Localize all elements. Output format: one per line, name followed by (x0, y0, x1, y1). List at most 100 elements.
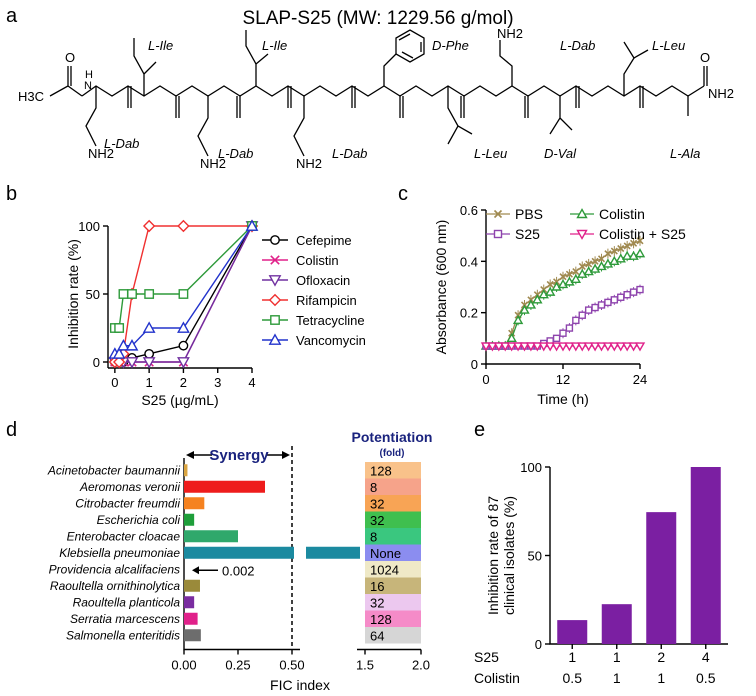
x-tick-label: 2 (180, 375, 187, 390)
data-point (177, 219, 190, 233)
x-tick-label: 1.5 (356, 658, 374, 673)
data-point (617, 244, 625, 253)
b-axes: 0 50 100 0 1 2 3 4 S25 (µg/mL) Inhibition rate (%… (65, 219, 256, 408)
structure-atom-labels: H3C O N H NH2 NH2 NH2 NH2 O NH2 (18, 26, 734, 171)
x-tick-label: 0 (111, 375, 118, 390)
panel-label-e: e (474, 419, 485, 441)
data-point (552, 334, 561, 343)
x-tick-label: 0 (482, 372, 489, 387)
legend-label: Ofloxacin (296, 273, 350, 288)
legend-label: Cefepime (296, 233, 352, 248)
series-line-tetracycline (114, 225, 253, 329)
potentiation-value: 64 (370, 628, 384, 643)
data-point (636, 285, 644, 294)
data-point (178, 289, 189, 299)
data-point (621, 250, 633, 260)
bar (184, 530, 238, 543)
bar (184, 497, 205, 510)
c-series (480, 235, 646, 352)
panel-label-a: a (6, 5, 18, 27)
d-axes: 0.00 0.25 0.50 1.5 2.0 FIC index Synergy Potent… (171, 429, 432, 693)
row-label: Colistin (474, 670, 520, 686)
data-point (245, 219, 259, 231)
residue-label: L-Leu (652, 38, 685, 53)
legend-label: S25 (515, 226, 540, 242)
category-label: Providencia alcalifaciens (49, 562, 180, 576)
data-point (634, 248, 646, 258)
x-tick-label: 24 (633, 372, 647, 387)
residue-label: L-Ile (262, 38, 287, 53)
data-point (572, 316, 580, 325)
legend-marker (268, 293, 282, 307)
data-point (144, 289, 155, 299)
legend-marker (493, 209, 503, 219)
data-point (493, 342, 505, 352)
data-point (596, 342, 607, 352)
potentiation-cell (365, 544, 421, 561)
nh2-label: NH2 (200, 156, 226, 171)
legend-label: Rifampicin (296, 293, 357, 308)
data-point (634, 342, 646, 352)
data-point (127, 289, 137, 299)
data-point (177, 357, 190, 369)
potentiation-cell (365, 627, 421, 644)
x-tick-label: 1 (146, 375, 153, 390)
c-axes: 0 0.2 0.4 0.6 0 12 24 Time (h) Absorbance (600 n… (433, 203, 647, 407)
y-tick-label: 0 (93, 355, 100, 370)
data-point (114, 323, 125, 333)
data-point (578, 311, 586, 319)
potentiation-value: 128 (370, 612, 392, 627)
data-point (628, 250, 639, 260)
data-point (636, 237, 644, 245)
e-axes: 0 50 100 Inhibition rate of 87 clinical isol… (474, 460, 728, 686)
data-point (559, 329, 567, 337)
residue-label: L-Ile (148, 38, 173, 53)
potentiation-value: None (370, 546, 401, 561)
bar (184, 612, 198, 625)
x-tick-label: 0.5 (696, 670, 716, 686)
data-point (125, 339, 139, 351)
bar (184, 579, 200, 592)
data-point (512, 314, 524, 325)
data-point (519, 342, 530, 352)
x-axis-label: FIC index (270, 677, 330, 693)
y-tick-label: 100 (520, 460, 542, 475)
data-point (584, 306, 593, 314)
data-point (623, 291, 631, 299)
potentiation-value: 128 (370, 463, 392, 478)
data-point (617, 293, 625, 301)
x-tick-label: 0.50 (279, 658, 304, 673)
legend-label: Colistin (599, 206, 645, 222)
data-point (570, 342, 582, 352)
legend-label: PBS (515, 206, 543, 222)
potentiation-cell (365, 528, 421, 545)
y-tick-label: 0.4 (460, 254, 478, 269)
category-label: Enterobacter cloacae (67, 529, 181, 543)
potentiation-cell (365, 561, 421, 578)
potentiation-value: 32 (370, 496, 384, 511)
annotation-arrow-head (192, 566, 199, 575)
data-point (532, 294, 543, 304)
data-point (623, 242, 631, 250)
data-point (538, 289, 549, 299)
potentiation-value: 1024 (370, 562, 399, 577)
data-point (519, 304, 530, 314)
data-point (615, 342, 626, 352)
data-point (577, 268, 588, 278)
nh2-label: NH2 (497, 26, 523, 41)
nh-label: N (84, 80, 92, 92)
bar (601, 604, 632, 644)
legend-marker (493, 229, 503, 239)
residue-label: D-Val (544, 146, 577, 161)
data-point (609, 255, 620, 266)
legend-marker (270, 315, 280, 325)
acetyl-methyl-label: H3C (18, 89, 44, 104)
data-point (557, 279, 569, 289)
bar (184, 629, 201, 642)
category-label: Raoultella planticola (73, 595, 181, 609)
bar (646, 512, 677, 644)
category-label: Serratia marcescens (70, 612, 180, 626)
data-point (144, 348, 155, 359)
x-tick-label: 1 (657, 670, 665, 686)
panel-label-b: b (6, 183, 17, 205)
